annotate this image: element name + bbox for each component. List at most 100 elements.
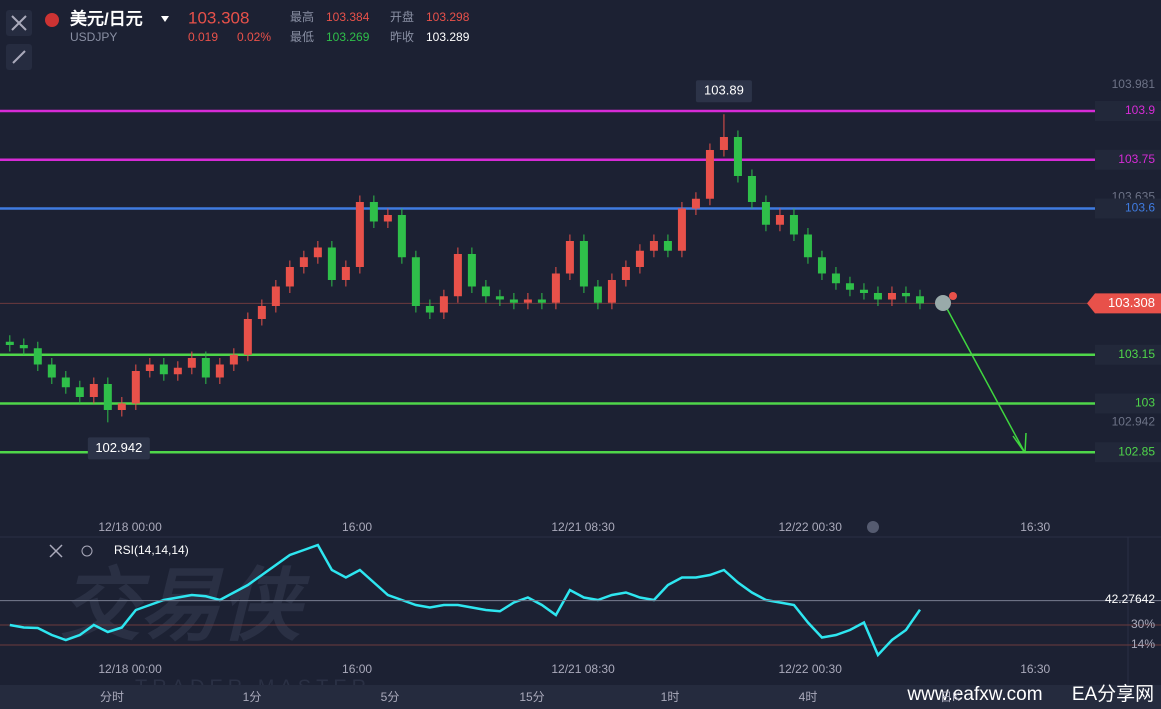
rsi-close[interactable] bbox=[49, 544, 63, 558]
label: 开盘 bbox=[390, 9, 414, 24]
y-tick-label: 14% bbox=[1131, 637, 1155, 651]
value: 103.384 bbox=[326, 10, 370, 24]
candle-body bbox=[61, 377, 70, 388]
candle-body bbox=[131, 370, 140, 404]
candle-body bbox=[859, 289, 868, 293]
trend-arrow bbox=[944, 304, 1027, 454]
level-label: 103 bbox=[1135, 396, 1155, 410]
candle-body bbox=[33, 348, 42, 365]
candle-body bbox=[565, 240, 574, 274]
rsi-last-label: 42.27642 bbox=[1105, 592, 1155, 606]
candle-body bbox=[355, 201, 364, 267]
level-label-box bbox=[1095, 100, 1161, 121]
candle-body bbox=[187, 357, 196, 368]
label: 最低 bbox=[290, 30, 314, 44]
low-marker-box bbox=[87, 437, 150, 460]
candle-body bbox=[621, 266, 630, 280]
price-label: 103.308 bbox=[1108, 295, 1155, 310]
x-tick-label: 12/18 00:00 bbox=[98, 520, 162, 534]
level-label: 103.15 bbox=[1118, 347, 1155, 361]
candle-body bbox=[173, 367, 182, 375]
candle-body bbox=[509, 299, 518, 303]
level-label: 103.75 bbox=[1118, 152, 1155, 166]
candle-body bbox=[285, 266, 294, 287]
x-tick-label: 16:30 bbox=[1020, 520, 1050, 534]
timeframe-button[interactable]: 5分 bbox=[381, 690, 400, 704]
flag-icon bbox=[45, 13, 59, 27]
candle-body bbox=[495, 296, 504, 300]
bottom-toolbar bbox=[0, 685, 1161, 709]
candle-body bbox=[369, 201, 378, 222]
candle-body bbox=[789, 214, 798, 235]
timeframe-button[interactable]: 15分 bbox=[519, 690, 544, 704]
candle-body bbox=[747, 175, 756, 202]
candle-body bbox=[817, 257, 826, 274]
candle-body bbox=[887, 292, 896, 300]
timeframe-button[interactable]: 分时 bbox=[100, 690, 124, 704]
candle-body bbox=[705, 149, 714, 199]
timeframe-button[interactable]: 1时 bbox=[661, 690, 680, 704]
level-label-box bbox=[1095, 393, 1161, 414]
candle-body bbox=[481, 286, 490, 297]
candle-body bbox=[803, 234, 812, 258]
high-marker-box bbox=[695, 80, 752, 103]
symbol: USDJPY bbox=[70, 30, 117, 44]
dropdown-arrow[interactable] bbox=[161, 16, 169, 22]
candle-body bbox=[691, 198, 700, 209]
candle-body bbox=[635, 250, 644, 267]
candle-body bbox=[299, 257, 308, 267]
candle-body bbox=[719, 136, 728, 150]
candle-body bbox=[663, 240, 672, 251]
candle-body bbox=[271, 286, 280, 306]
candle-body bbox=[327, 247, 336, 280]
collapse-icon bbox=[12, 50, 26, 64]
candle-body bbox=[89, 383, 98, 397]
level-label-box bbox=[1095, 198, 1161, 219]
candle-body bbox=[649, 240, 658, 251]
candle-body bbox=[579, 240, 588, 287]
level-label: 103.9 bbox=[1125, 103, 1155, 117]
value: 103.269 bbox=[326, 30, 370, 44]
candle-body bbox=[215, 364, 224, 378]
candle-body bbox=[733, 136, 742, 176]
candle-body bbox=[159, 364, 168, 375]
price: 103.308 bbox=[188, 8, 249, 27]
candle-body bbox=[201, 357, 210, 378]
x-tick-label: 12/18 00:00 bbox=[98, 662, 162, 676]
value: 103.289 bbox=[426, 30, 470, 44]
candle-body bbox=[383, 214, 392, 222]
x-tick-label: 16:00 bbox=[342, 520, 372, 534]
candle-body bbox=[761, 201, 770, 225]
candle-body bbox=[607, 279, 616, 303]
candle-body bbox=[229, 354, 238, 365]
candle-body bbox=[551, 273, 560, 303]
candle-body bbox=[19, 344, 28, 349]
x-tick-label: 16:00 bbox=[342, 662, 372, 676]
timeframe-button[interactable]: 4时 bbox=[799, 690, 818, 704]
candle-body bbox=[411, 257, 420, 306]
level-label-box bbox=[1095, 149, 1161, 170]
info-icon[interactable] bbox=[935, 295, 951, 311]
brand: EA分享网 bbox=[1072, 683, 1154, 705]
candle-body bbox=[915, 296, 924, 304]
candle-body bbox=[775, 214, 784, 225]
candle-body bbox=[845, 283, 854, 290]
level-label-box bbox=[1095, 344, 1161, 365]
x-tick-label: 12/21 08:30 bbox=[551, 662, 615, 676]
scroll-dot[interactable] bbox=[867, 521, 879, 533]
candle-body bbox=[537, 299, 546, 303]
timeframe-button[interactable]: 1分 bbox=[243, 690, 262, 704]
candle-body bbox=[453, 253, 462, 297]
timeframe-button[interactable]: 日K bbox=[940, 690, 960, 704]
high-marker: 103.89 bbox=[704, 83, 744, 98]
pair-name: 美元/日元 bbox=[70, 8, 143, 28]
candle-body bbox=[243, 318, 252, 355]
change: 0.019 bbox=[188, 30, 218, 44]
candle-body bbox=[313, 247, 322, 258]
candle-body bbox=[117, 403, 126, 410]
candle-body bbox=[593, 286, 602, 303]
y-tick-label: 30% bbox=[1131, 617, 1155, 631]
rsi-settings[interactable] bbox=[81, 545, 93, 557]
level-label: 102.85 bbox=[1118, 444, 1155, 458]
